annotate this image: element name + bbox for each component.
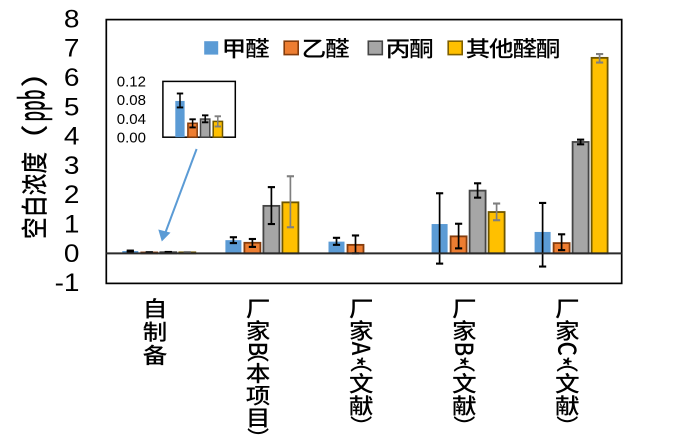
svg-text:0.04: 0.04 bbox=[117, 111, 146, 128]
svg-text:5: 5 bbox=[64, 93, 80, 121]
svg-text:2: 2 bbox=[64, 181, 80, 209]
svg-text:0.12: 0.12 bbox=[117, 74, 146, 91]
svg-text:4: 4 bbox=[64, 122, 80, 150]
svg-text:8: 8 bbox=[64, 5, 80, 33]
svg-text:7: 7 bbox=[64, 34, 80, 62]
svg-text:1: 1 bbox=[64, 210, 80, 238]
svg-text:-1: -1 bbox=[55, 269, 80, 297]
svg-text:0.08: 0.08 bbox=[117, 92, 146, 109]
svg-text:0.00: 0.00 bbox=[117, 129, 146, 146]
svg-text:3: 3 bbox=[64, 151, 80, 179]
svg-text:6: 6 bbox=[64, 63, 80, 91]
svg-text:0: 0 bbox=[64, 239, 80, 267]
